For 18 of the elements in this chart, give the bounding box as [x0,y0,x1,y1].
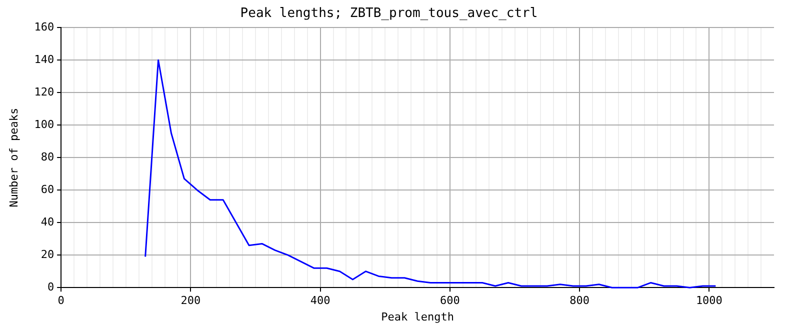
y-tick-label: 160 [34,20,54,34]
x-tick-label: 200 [180,294,201,308]
y-tick-label: 0 [47,280,54,294]
y-axis-title: Number of peaks [7,108,20,208]
chart-title: Peak lengths; ZBTB_prom_tous_avec_ctrl [240,6,538,22]
x-tick-label: 1000 [696,294,722,308]
y-tick-label: 100 [34,118,54,131]
y-tick-label: 60 [40,182,54,196]
x-axis-title: Peak length [381,310,454,324]
x-tick-label: 600 [440,294,460,308]
y-tick-label: 40 [40,215,54,228]
y-tick-label: 20 [40,248,54,261]
x-tick-label: 400 [310,294,330,308]
y-tick-label: 120 [34,85,54,98]
x-tick-label: 0 [58,294,64,308]
y-tick-label: 80 [40,150,54,164]
y-tick-label: 140 [34,52,54,66]
x-tick-label: 800 [570,294,590,308]
